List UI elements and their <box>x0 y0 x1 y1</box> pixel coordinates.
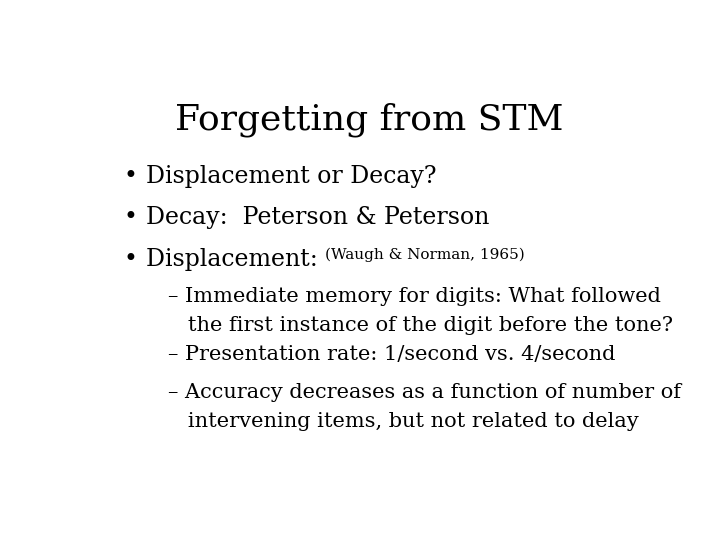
Text: Displacement:: Displacement: <box>145 248 325 271</box>
Text: •: • <box>124 248 138 271</box>
Text: Decay:  Peterson & Peterson: Decay: Peterson & Peterson <box>145 206 489 229</box>
Text: •: • <box>124 165 138 187</box>
Text: – Accuracy decreases as a function of number of: – Accuracy decreases as a function of nu… <box>168 383 681 402</box>
Text: Forgetting from STM: Forgetting from STM <box>175 102 563 137</box>
Text: intervening items, but not related to delay: intervening items, but not related to de… <box>168 412 639 431</box>
Text: Displacement or Decay?: Displacement or Decay? <box>145 165 436 187</box>
Text: •: • <box>124 206 138 229</box>
Text: the first instance of the digit before the tone?: the first instance of the digit before t… <box>168 316 673 335</box>
Text: – Immediate memory for digits: What followed: – Immediate memory for digits: What foll… <box>168 287 661 306</box>
Text: – Presentation rate: 1/second vs. 4/second: – Presentation rate: 1/second vs. 4/seco… <box>168 346 616 365</box>
Text: (Waugh & Norman, 1965): (Waugh & Norman, 1965) <box>325 248 525 262</box>
